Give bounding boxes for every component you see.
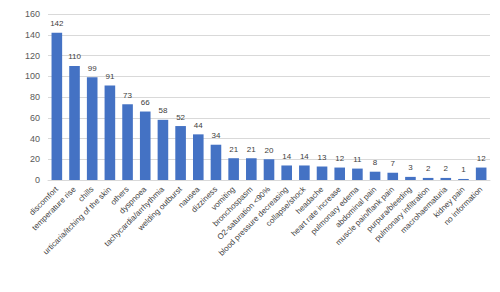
svg-text:collapse/shock: collapse/shock [264,184,308,229]
svg-text:7: 7 [391,159,396,168]
svg-text:73: 73 [123,91,132,100]
svg-text:vomiting: vomiting [209,184,237,213]
svg-text:abdominal pain: abdominal pain [333,184,379,230]
svg-text:purpura/bleeding: purpura/bleeding [364,184,414,234]
svg-text:tachycardia/arrhythmia: tachycardia/arrhythmia [102,184,167,249]
svg-text:blood pressure decreasing: blood pressure decreasing [217,185,290,258]
svg-text:58: 58 [158,106,167,115]
svg-text:bronchospasm: bronchospasm [211,184,255,229]
svg-text:91: 91 [105,72,114,81]
svg-text:52: 52 [176,113,185,122]
svg-text:20: 20 [265,146,274,155]
svg-text:muscle pain/flank pain: muscle pain/flank pain [333,184,396,248]
svg-text:dizziness: dizziness [189,184,220,215]
svg-text:11: 11 [353,155,362,164]
svg-text:macrohaematuria: macrohaematuria [398,184,449,236]
svg-text:34: 34 [212,131,221,140]
svg-text:others: others [108,184,131,207]
svg-text:44: 44 [194,121,203,130]
svg-text:40: 40 [30,134,40,144]
svg-text:2: 2 [444,164,449,173]
svg-text:120: 120 [25,51,40,61]
svg-text:heart rate increase: heart rate increase [289,184,343,239]
svg-text:60: 60 [30,113,40,123]
svg-text:14: 14 [282,152,291,161]
svg-text:140: 140 [25,30,40,40]
svg-text:pulmonary edema: pulmonary edema [309,184,361,237]
svg-text:66: 66 [141,98,150,107]
svg-text:1: 1 [461,165,466,174]
svg-text:12: 12 [477,154,486,163]
svg-text:80: 80 [30,92,40,102]
svg-text:14: 14 [300,152,309,161]
svg-text:13: 13 [318,153,327,162]
svg-text:21: 21 [247,145,256,154]
svg-text:urticaria/itching of the skin: urticaria/itching of the skin [41,185,113,257]
svg-text:2: 2 [426,164,431,173]
svg-text:kidney pain: kidney pain [431,184,467,220]
svg-text:0: 0 [35,175,40,185]
svg-text:99: 99 [88,64,97,73]
svg-text:8: 8 [373,158,378,167]
svg-text:temperature rise: temperature rise [30,184,78,233]
svg-text:142: 142 [50,19,64,28]
svg-text:discomfort: discomfort [27,184,60,218]
svg-text:welding outburst: welding outburst [136,184,185,233]
svg-text:no information: no information [442,185,484,227]
svg-text:110: 110 [68,52,81,61]
svg-text:headache: headache [294,184,326,216]
svg-text:nausea: nausea [176,184,202,210]
svg-text:pulmonary infiltration: pulmonary infiltration [372,184,432,244]
svg-text:160: 160 [25,9,40,19]
svg-text:21: 21 [229,145,238,154]
svg-text:dyspnoea: dyspnoea [117,184,149,216]
svg-text:O2-saturation <90%: O2-saturation <90% [215,184,273,242]
svg-text:100: 100 [25,71,40,81]
svg-text:20: 20 [30,154,40,164]
svg-text:12: 12 [335,154,344,163]
svg-text:3: 3 [408,163,413,172]
svg-text:chills: chills [76,184,96,204]
